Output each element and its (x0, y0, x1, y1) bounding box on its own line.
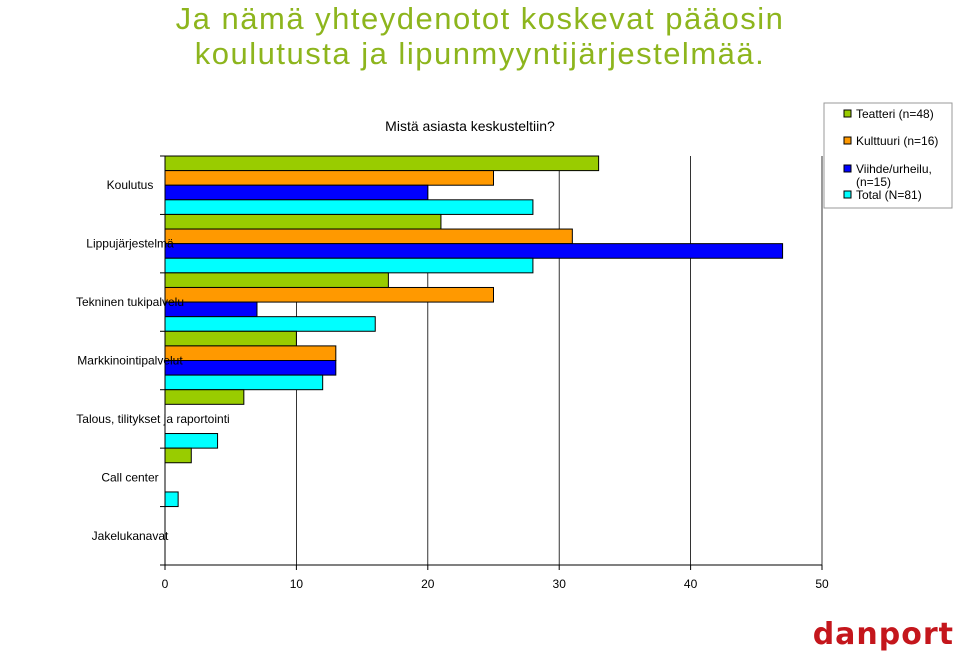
legend-swatch (843, 109, 852, 118)
bar (164, 213, 442, 230)
bar (164, 330, 297, 347)
bar (164, 228, 573, 245)
x-tick-label: 0 (162, 577, 169, 591)
bar (164, 257, 534, 274)
bar (164, 345, 337, 361)
category-label: Call center (101, 470, 158, 484)
legend-swatch (843, 164, 852, 173)
category-label: Koulutus (107, 178, 154, 192)
x-tick-label: 20 (421, 577, 435, 591)
category-label: Lippujärjestelmä (86, 237, 174, 251)
legend-label: Total (N=81) (856, 188, 922, 202)
bar (164, 447, 192, 464)
x-tick-label: 40 (684, 577, 698, 591)
legend-label: Kulttuuri (n=16) (856, 134, 938, 148)
bar (164, 316, 376, 332)
x-tick-label: 10 (290, 577, 304, 591)
bar (164, 272, 389, 288)
bar (164, 155, 600, 172)
bar (164, 243, 784, 259)
bar (164, 184, 429, 201)
bar (164, 170, 494, 186)
x-tick-label: 50 (815, 577, 829, 591)
bar (164, 286, 494, 303)
chart-title: Mistä asiasta keskusteltiin? (385, 118, 555, 134)
headline-line-2: koulutusta ja lipunmyyntijärjestelmää. (194, 36, 766, 71)
bar (164, 389, 245, 405)
bar (164, 360, 337, 376)
legend-swatch (843, 190, 852, 199)
category-label: Markkinointipalvelut (77, 354, 183, 368)
category-label: Tekninen tukipalvelu (76, 295, 184, 309)
category-label: Talous, tilitykset ja raportointi (76, 412, 229, 426)
legend-swatch (843, 136, 852, 145)
x-tick-label: 30 (553, 577, 567, 591)
headline-line-1: Ja nämä yhteydenotot koskevat pääosin (175, 1, 785, 36)
danport-logo: danport (812, 617, 954, 652)
bar (164, 199, 534, 215)
legend-label: Viihde/urheilu, (n=15) (856, 162, 932, 189)
bar (164, 433, 219, 449)
category-label: Jakelukanavat (92, 529, 169, 543)
bar (164, 491, 179, 508)
legend-label: Teatteri (n=48) (856, 107, 934, 121)
bar (164, 374, 324, 391)
